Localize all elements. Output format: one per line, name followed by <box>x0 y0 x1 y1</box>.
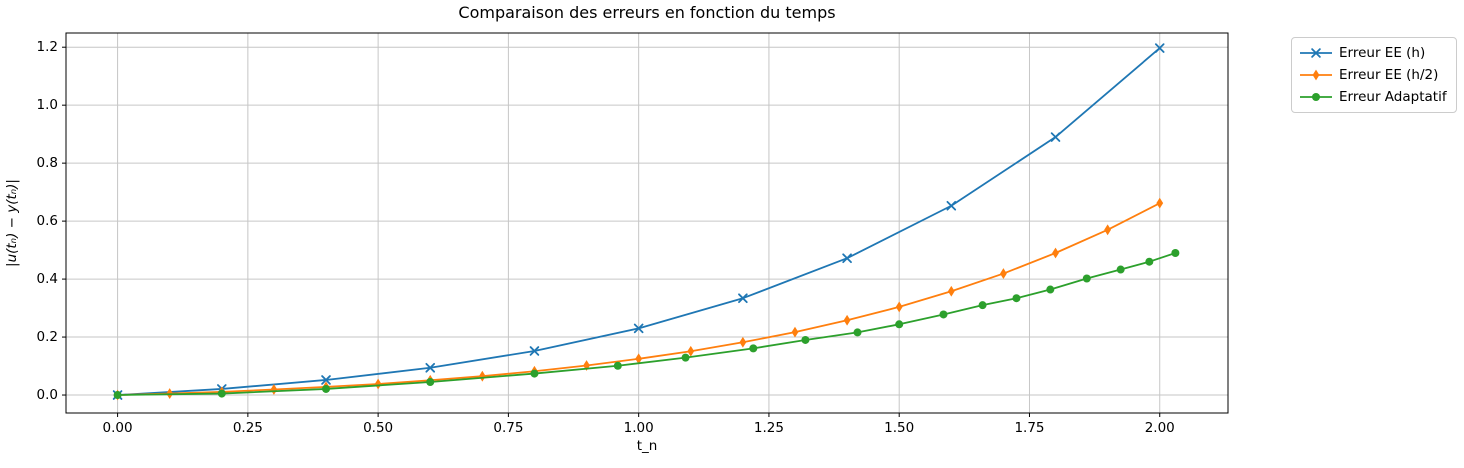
axes-frame <box>65 32 1229 414</box>
circle-marker-icon <box>1145 257 1154 266</box>
x-tick-label: 0.50 <box>363 420 394 436</box>
y-tick-label: 1.0 <box>36 97 58 114</box>
y-tick-label: 0.4 <box>36 271 58 288</box>
x-marker-icon <box>321 375 331 385</box>
circle-marker-icon <box>978 301 987 310</box>
legend-item-erreur-adaptatif: Erreur Adaptatif <box>1299 87 1447 107</box>
diamond-marker-icon <box>635 353 643 365</box>
circle-marker-icon <box>113 391 122 400</box>
series-line <box>116 252 1177 396</box>
x-marker-icon <box>842 253 852 264</box>
diamond-marker-icon <box>1052 247 1059 259</box>
chart-title: Comparaison des erreurs en fonction du t… <box>458 3 836 22</box>
line-diamond-marker-icon <box>1300 69 1332 81</box>
y-tick-label: 0.2 <box>36 329 58 346</box>
circle-marker-icon <box>1046 285 1055 294</box>
x-tick-label: 1.75 <box>1014 420 1045 436</box>
y-tick-label: 0.0 <box>36 387 58 404</box>
diamond-marker-icon <box>843 314 851 326</box>
x-tick-label: 0.00 <box>102 420 133 436</box>
x-tick-label: 0.75 <box>493 420 524 436</box>
x-marker-icon <box>946 200 957 211</box>
x-marker-icon <box>425 362 436 373</box>
y-axis-label-text: |u(tₙ) − y(tₙ)| <box>4 179 20 267</box>
x-marker-icon <box>1050 132 1061 142</box>
x-tick-label: 1.00 <box>623 420 654 436</box>
x-tick-label: 1.25 <box>753 420 784 436</box>
x-marker-icon <box>738 293 748 304</box>
legend: Erreur EE (h) Erreur EE (h/2) Erreur Ada… <box>1291 37 1457 113</box>
legend-item-erreur-ee-h: Erreur EE (h) <box>1299 43 1447 63</box>
circle-marker-icon <box>530 369 539 378</box>
line-circle-marker-icon <box>1300 93 1332 101</box>
x-tick-label: 1.50 <box>884 420 915 436</box>
circle-marker-icon <box>322 384 331 393</box>
diamond-marker-icon <box>374 378 382 390</box>
circle-marker-icon <box>1171 249 1180 257</box>
y-tick-label: 0.6 <box>36 213 58 230</box>
diamond-marker-icon <box>478 370 486 382</box>
legend-label: Erreur EE (h) <box>1339 45 1426 61</box>
circle-marker-icon <box>1312 93 1320 101</box>
diamond-marker-icon <box>1156 197 1164 209</box>
circle-marker-icon <box>1116 265 1125 274</box>
diamond-marker-icon <box>791 326 799 338</box>
line-x-marker-icon <box>1300 48 1332 58</box>
diamond-marker-icon <box>687 345 695 357</box>
circle-marker-icon <box>426 377 435 386</box>
circle-marker-icon <box>217 389 226 398</box>
y-tick-label: 0.8 <box>36 155 58 172</box>
x-tick-label: 2.00 <box>1144 420 1175 436</box>
circle-marker-icon <box>1082 274 1091 283</box>
y-tick-label: 1.2 <box>36 39 58 56</box>
x-axis-label: t_n <box>636 438 658 454</box>
diamond-marker-icon <box>270 384 278 395</box>
x-marker-icon <box>1154 43 1165 53</box>
legend-item-erreur-ee-h2: Erreur EE (h/2) <box>1299 65 1447 85</box>
legend-label: Erreur Adaptatif <box>1339 89 1447 105</box>
circle-marker-icon <box>681 353 690 362</box>
x-marker-icon <box>529 346 540 356</box>
circle-marker-icon <box>939 310 948 319</box>
x-marker-icon <box>1311 48 1321 58</box>
circle-marker-icon <box>895 320 904 329</box>
circle-marker-icon <box>749 344 758 353</box>
diamond-marker-icon <box>1000 268 1007 279</box>
diamond-marker-icon <box>895 301 903 313</box>
x-tick-label: 0.25 <box>232 420 263 436</box>
circle-marker-icon <box>613 361 622 370</box>
diamond-marker-icon <box>1104 224 1112 236</box>
legend-label: Erreur EE (h/2) <box>1339 67 1439 83</box>
diamond-marker-icon <box>947 285 955 297</box>
circle-marker-icon <box>801 335 810 344</box>
diamond-marker-icon <box>1312 69 1320 81</box>
diamond-marker-icon <box>739 336 747 348</box>
circle-marker-icon <box>853 328 862 337</box>
x-marker-icon <box>633 323 644 334</box>
circle-marker-icon <box>1012 294 1021 303</box>
